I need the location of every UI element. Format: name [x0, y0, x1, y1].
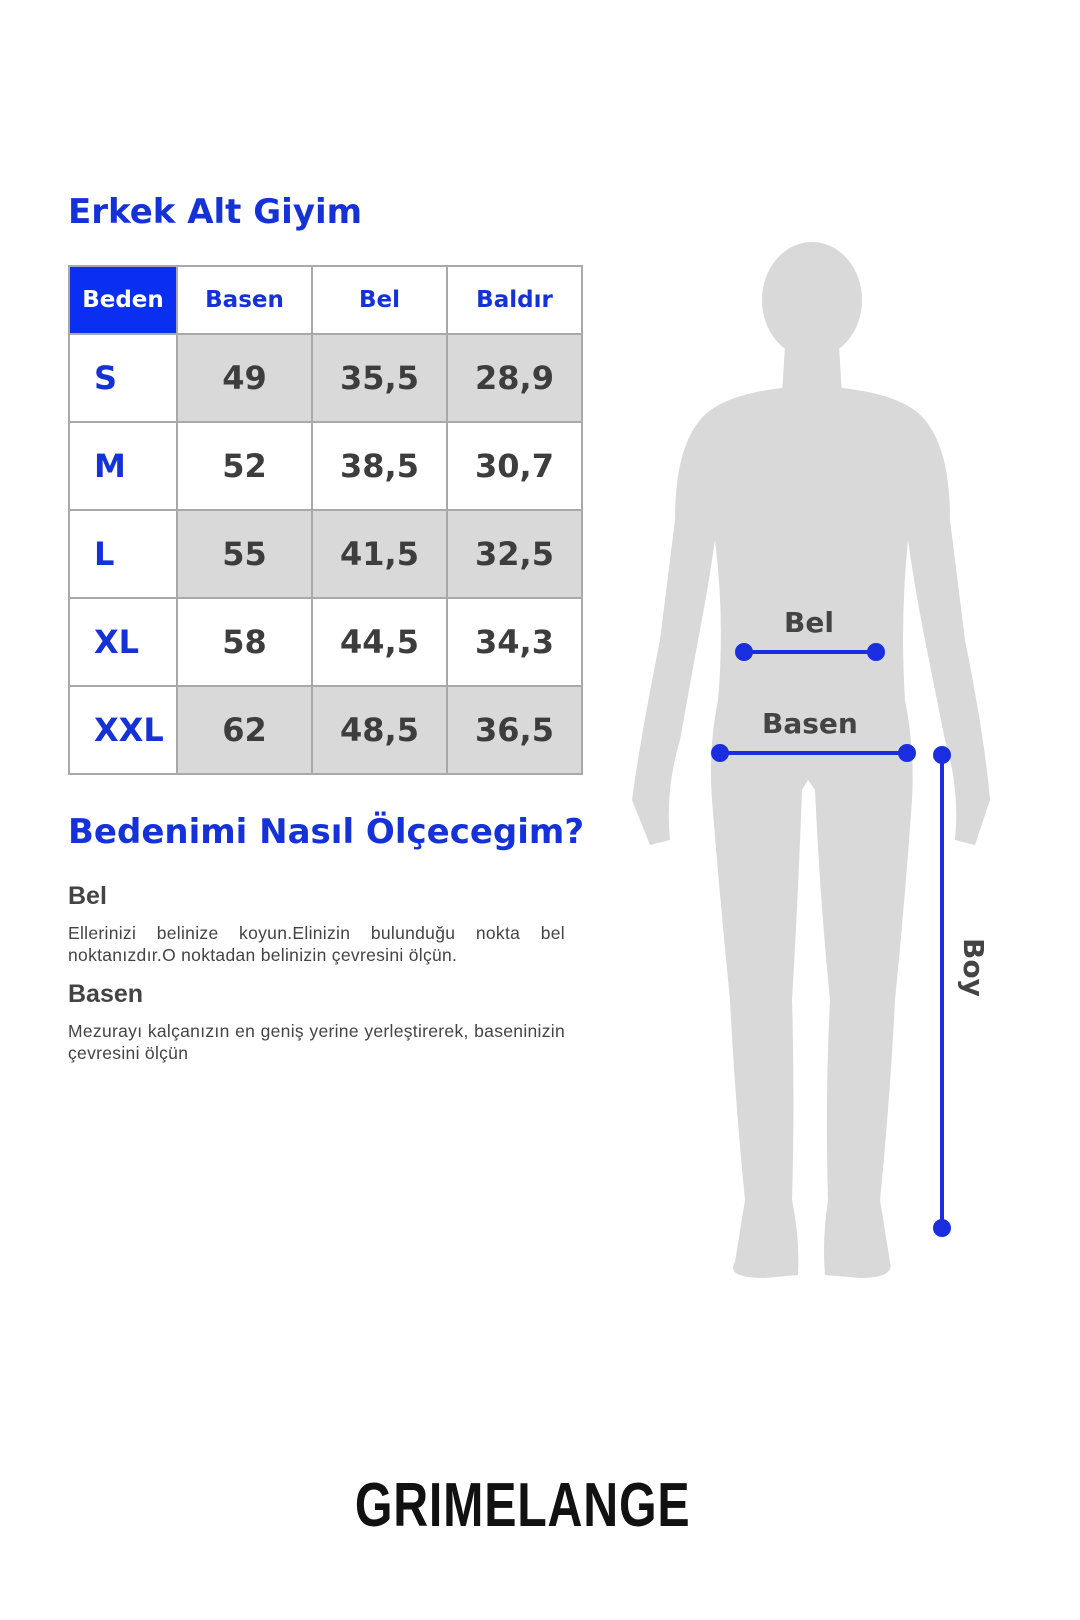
value-cell: 38,5 [311, 421, 448, 511]
value-cell: 52 [176, 421, 313, 511]
table-header-row: Beden Basen Bel Baldır [68, 265, 583, 335]
boy-label: Boy [957, 938, 990, 997]
value-cell: 41,5 [311, 509, 448, 599]
value-cell: 62 [176, 685, 313, 775]
value-cell: 32,5 [446, 509, 583, 599]
table-row: XXL 62 48,5 36,5 [68, 685, 583, 775]
header-baldir: Baldır [446, 265, 583, 335]
size-cell: XXL [68, 685, 178, 775]
table-row: M 52 38,5 30,7 [68, 421, 583, 511]
silhouette-icon [632, 242, 990, 1278]
header-beden: Beden [68, 265, 178, 335]
bel-instructions: Ellerinizi belinize koyun.Elinizin bulun… [68, 923, 565, 965]
size-cell: S [68, 333, 178, 423]
boy-measure-dot [933, 1219, 951, 1237]
header-bel: Bel [311, 265, 448, 335]
value-cell: 35,5 [311, 333, 448, 423]
basen-heading: Basen [68, 980, 144, 1008]
value-cell: 44,5 [311, 597, 448, 687]
table-row: XL 58 44,5 34,3 [68, 597, 583, 687]
bel-measure-dot [867, 643, 885, 661]
bel-heading: Bel [68, 882, 107, 910]
brand-logo: GRIMELANGE [354, 1471, 691, 1540]
value-cell: 49 [176, 333, 313, 423]
basen-measure-dot [898, 744, 916, 762]
header-basen: Basen [176, 265, 313, 335]
size-cell: L [68, 509, 178, 599]
boy-measure-dot [933, 746, 951, 764]
basen-measure-dot [711, 744, 729, 762]
value-cell: 58 [176, 597, 313, 687]
value-cell: 36,5 [446, 685, 583, 775]
size-cell: XL [68, 597, 178, 687]
table-row: L 55 41,5 32,5 [68, 509, 583, 599]
value-cell: 55 [176, 509, 313, 599]
bel-label: Bel [784, 606, 834, 639]
value-cell: 48,5 [311, 685, 448, 775]
guide-title: Bedenimi Nasıl Ölçecegim? [68, 812, 585, 852]
page-title: Erkek Alt Giyim [68, 192, 363, 232]
value-cell: 28,9 [446, 333, 583, 423]
table-row: S 49 35,5 28,9 [68, 333, 583, 423]
size-cell: M [68, 421, 178, 511]
basen-label: Basen [762, 707, 858, 740]
value-cell: 34,3 [446, 597, 583, 687]
basen-instructions: Mezurayı kalçanızın en geniş yerine yerl… [68, 1021, 565, 1063]
size-table: Beden Basen Bel Baldır S 49 35,5 28,9 M 52 38… [68, 265, 583, 775]
bel-measure-dot [735, 643, 753, 661]
value-cell: 30,7 [446, 421, 583, 511]
